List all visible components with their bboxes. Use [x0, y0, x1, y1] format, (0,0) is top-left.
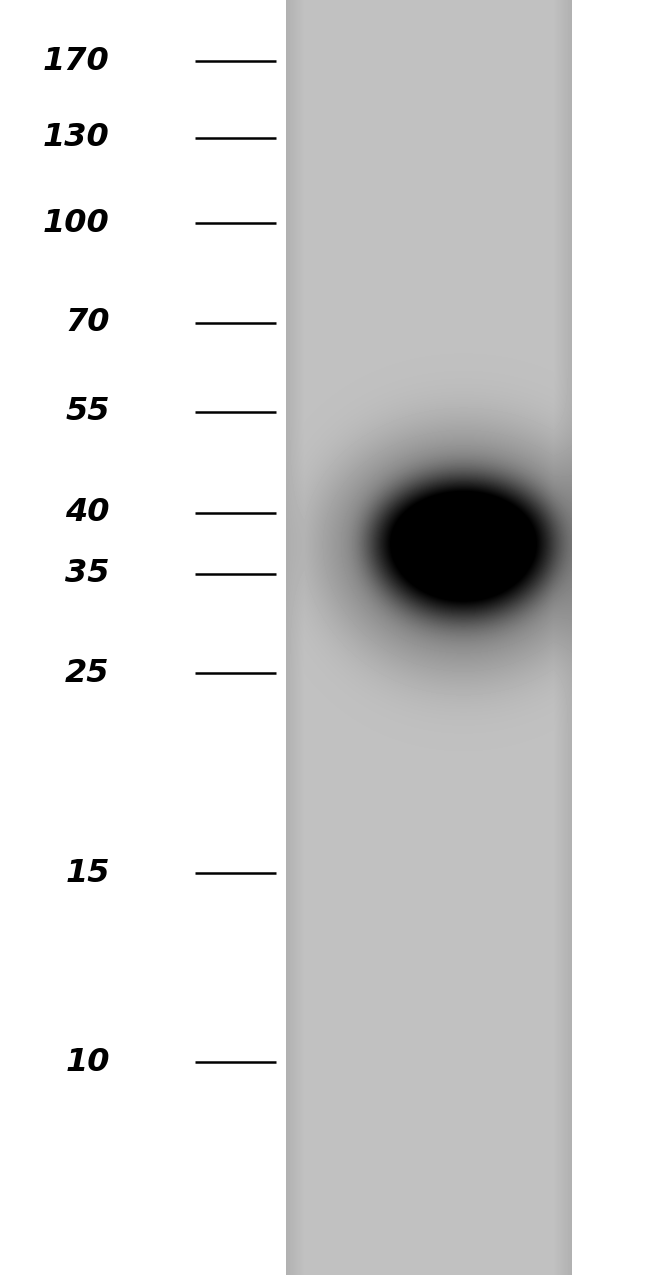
- Text: 40: 40: [65, 497, 110, 528]
- Text: 55: 55: [65, 397, 110, 427]
- Text: 100: 100: [43, 208, 110, 238]
- Text: 15: 15: [65, 858, 110, 889]
- Text: 10: 10: [65, 1047, 110, 1077]
- Text: 25: 25: [65, 658, 110, 688]
- Text: 130: 130: [43, 122, 110, 153]
- Text: 170: 170: [43, 46, 110, 76]
- Text: 35: 35: [65, 558, 110, 589]
- Text: 70: 70: [65, 307, 110, 338]
